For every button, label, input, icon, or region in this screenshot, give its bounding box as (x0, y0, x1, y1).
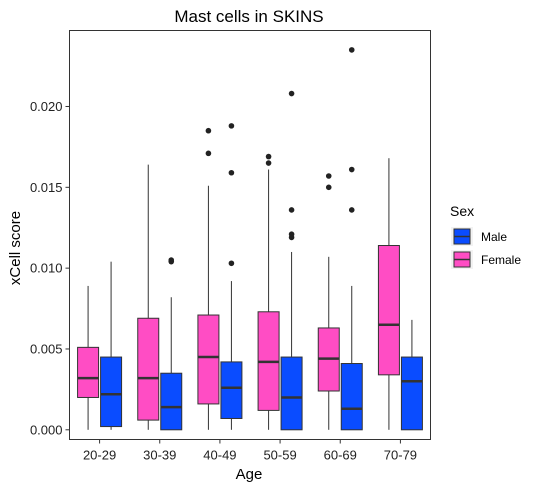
outlier-point (265, 153, 272, 160)
y-axis: 0.000 0.005 0.010 0.015 0.020 (30, 99, 70, 437)
box-female-30-39 (137, 164, 160, 430)
outlier-point (205, 127, 212, 134)
box-female-70-79 (377, 158, 400, 430)
box-body (280, 356, 303, 431)
outlier-point (348, 166, 355, 173)
x-tick-label: 30-39 (143, 448, 176, 463)
box-female-20-29 (77, 285, 100, 430)
plot-panel (69, 30, 431, 440)
box-female-40-49 (197, 127, 220, 430)
box-body (137, 317, 160, 421)
outlier-point (168, 257, 175, 263)
series-female (77, 127, 400, 430)
box-male-50-59 (280, 90, 303, 431)
box-body (160, 372, 183, 431)
outlier-point (265, 160, 272, 166)
box-body (340, 363, 363, 431)
box-male-40-49 (220, 123, 243, 430)
x-tick-label: 20-29 (83, 448, 116, 463)
legend-label-female: Female (481, 253, 521, 267)
box-body (197, 314, 220, 405)
y-axis-title: xCell score (7, 211, 24, 285)
outlier-point (288, 231, 295, 237)
x-tick-label: 70-79 (384, 448, 417, 463)
outlier-point (228, 123, 235, 129)
box-body (77, 346, 100, 398)
outlier-point (325, 173, 332, 179)
outlier-point (228, 169, 235, 176)
series-male (100, 47, 423, 431)
box-female-60-69 (317, 173, 340, 430)
legend-key-male (451, 227, 473, 246)
box-body (377, 245, 400, 376)
legend-label-male: Male (481, 230, 507, 244)
box-male-70-79 (400, 319, 423, 431)
outlier-point (288, 90, 295, 97)
y-tick-label: 0.020 (30, 99, 63, 114)
legend-key-female (451, 250, 473, 269)
x-axis-title: Age (236, 466, 263, 483)
box-female-50-59 (257, 153, 280, 430)
plot-area (77, 47, 423, 431)
box-body (220, 361, 243, 419)
outlier-point (205, 150, 212, 157)
y-tick-label: 0.010 (30, 261, 63, 276)
box-male-60-69 (340, 47, 363, 431)
x-tick-label: 60-69 (324, 448, 357, 463)
x-tick-label: 50-59 (263, 448, 296, 463)
outlier-point (348, 207, 355, 213)
outlier-point (228, 260, 235, 267)
x-tick-label: 40-49 (203, 448, 236, 463)
box-body (400, 356, 423, 431)
box-male-20-29 (100, 261, 123, 430)
y-tick-label: 0.000 (30, 422, 63, 437)
legend-title: Sex (450, 203, 474, 219)
y-tick-label: 0.015 (30, 180, 63, 195)
x-axis: 20-29 30-39 40-49 50-59 60-69 70-79 (83, 439, 417, 463)
box-body (100, 356, 123, 428)
chart-title: Mast cells in SKINS (174, 7, 323, 26)
outlier-point (288, 207, 295, 213)
box-male-30-39 (160, 257, 183, 431)
outlier-point (348, 47, 355, 53)
legend: Sex Male Female (450, 203, 521, 269)
outlier-point (325, 184, 332, 191)
y-tick-label: 0.005 (30, 341, 63, 356)
